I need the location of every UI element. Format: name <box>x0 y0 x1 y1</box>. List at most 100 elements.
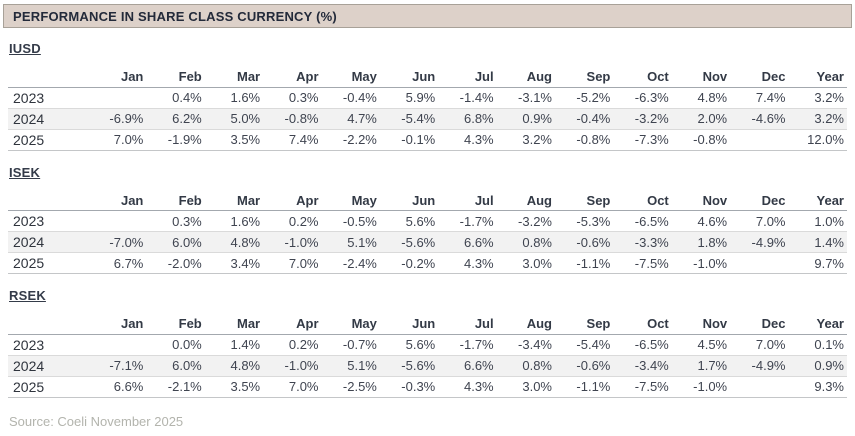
column-header-jul: Jul <box>438 190 497 211</box>
value-cell: -0.7% <box>321 334 380 356</box>
value-cell <box>88 87 147 109</box>
year-label: 2024 <box>8 108 88 130</box>
value-cell: -0.8% <box>555 129 614 151</box>
value-cell: -0.6% <box>555 355 614 377</box>
value-cell: 4.6% <box>671 210 731 232</box>
value-cell <box>730 376 789 398</box>
value-cell: -6.9% <box>88 108 147 130</box>
column-header-oct: Oct <box>613 67 672 88</box>
column-header-nov: Nov <box>671 67 731 88</box>
value-cell: 0.8% <box>496 231 555 253</box>
value-cell: -2.2% <box>321 129 380 151</box>
value-cell: -5.6% <box>379 231 439 253</box>
value-cell: -1.0% <box>671 252 731 274</box>
value-cell: -1.7% <box>438 210 497 232</box>
value-cell: -6.5% <box>613 210 672 232</box>
column-header-jun: Jun <box>379 67 439 88</box>
column-header-feb: Feb <box>146 67 205 88</box>
value-cell: 1.4% <box>788 231 847 253</box>
column-header-row: Jan Feb Mar Apr May Jun Jul Aug Sep Oct Nov Dec Year <box>8 190 847 211</box>
value-cell: 2.0% <box>671 108 731 130</box>
value-cell: 4.3% <box>438 376 497 398</box>
value-cell: -0.4% <box>321 87 380 109</box>
value-cell <box>88 334 147 356</box>
value-cell: 7.0% <box>263 252 322 274</box>
value-cell: -3.1% <box>496 87 555 109</box>
value-cell: 7.0% <box>263 376 322 398</box>
table-row: 2023 0.3% 1.6% 0.2% -0.5% 5.6% -1.7% -3.2% -5.3%… <box>8 210 847 232</box>
value-cell: 3.4% <box>204 252 264 274</box>
table-row: 2025 6.6% -2.1% 3.5% 7.0% -2.5% -0.3% 4.3% 3.0% -… <box>8 376 847 398</box>
column-header-mar: Mar <box>204 67 264 88</box>
value-cell: 9.7% <box>788 252 847 274</box>
value-cell: 12.0% <box>788 129 847 151</box>
value-cell: -3.2% <box>496 210 555 232</box>
performance-table: Jan Feb Mar Apr May Jun Jul Aug Sep Oct Nov Dec Year… <box>8 190 847 274</box>
share-class-label: RSEK <box>9 288 46 303</box>
value-cell: -7.3% <box>613 129 672 151</box>
value-cell: -5.3% <box>555 210 614 232</box>
value-cell: -2.4% <box>321 252 380 274</box>
value-cell: -0.1% <box>379 129 439 151</box>
value-cell: -7.5% <box>613 376 672 398</box>
share-class-section-iusd: IUSD Jan Feb Mar Apr May Jun Jul Aug Sep Oct Nov Dec… <box>0 40 855 151</box>
column-header-may: May <box>321 67 380 88</box>
value-cell: 4.3% <box>438 252 497 274</box>
sections: IUSD Jan Feb Mar Apr May Jun Jul Aug Sep Oct Nov Dec… <box>0 40 855 398</box>
column-header-mar: Mar <box>204 190 264 211</box>
source-note: Source: Coeli November 2025 <box>9 413 184 429</box>
share-class-label: ISEK <box>9 164 41 180</box>
column-header-sep: Sep <box>555 314 614 335</box>
value-cell: 7.0% <box>88 129 147 151</box>
value-cell: 9.3% <box>788 376 847 398</box>
row-label-header <box>8 314 88 335</box>
year-label: 2025 <box>8 252 88 274</box>
year-label: 2024 <box>8 231 88 253</box>
value-cell: 0.1% <box>788 334 847 356</box>
value-cell: 5.9% <box>379 87 439 109</box>
value-cell: 0.8% <box>496 355 555 377</box>
value-cell: 0.0% <box>146 334 205 356</box>
value-cell: -6.5% <box>613 334 672 356</box>
value-cell: 7.0% <box>730 210 789 232</box>
value-cell: 1.6% <box>204 210 264 232</box>
column-header-aug: Aug <box>496 67 555 88</box>
value-cell: 3.2% <box>788 87 847 109</box>
value-cell: -3.3% <box>613 231 672 253</box>
column-header-apr: Apr <box>263 67 322 88</box>
value-cell: -3.2% <box>613 108 672 130</box>
column-header-feb: Feb <box>146 314 205 335</box>
value-cell: 4.8% <box>671 87 731 109</box>
share-class-section-rsek: RSEK Jan Feb Mar Apr May Jun Jul Aug Sep Oct Nov Dec… <box>0 287 855 398</box>
year-label: 2024 <box>8 355 88 377</box>
value-cell: 6.0% <box>146 231 205 253</box>
value-cell: 0.9% <box>496 108 555 130</box>
value-cell: -7.5% <box>613 252 672 274</box>
value-cell: 4.8% <box>204 231 264 253</box>
column-header-jan: Jan <box>88 67 147 88</box>
value-cell: -7.0% <box>88 231 147 253</box>
column-header-row: Jan Feb Mar Apr May Jun Jul Aug Sep Oct Nov Dec Year <box>8 314 847 335</box>
value-cell: -0.3% <box>379 376 439 398</box>
column-header-dec: Dec <box>730 67 789 88</box>
value-cell: 1.6% <box>204 87 264 109</box>
value-cell: 3.0% <box>496 376 555 398</box>
table-row: 2023 0.4% 1.6% 0.3% -0.4% 5.9% -1.4% -3.1% -5.2%… <box>8 87 847 109</box>
value-cell: 1.8% <box>671 231 731 253</box>
value-cell: -2.5% <box>321 376 380 398</box>
value-cell <box>730 129 789 151</box>
value-cell: 5.1% <box>321 355 380 377</box>
column-header-oct: Oct <box>613 314 672 335</box>
year-label: 2025 <box>8 129 88 151</box>
value-cell: 4.5% <box>671 334 731 356</box>
value-cell: 0.3% <box>146 210 205 232</box>
column-header-sep: Sep <box>555 67 614 88</box>
column-header-sep: Sep <box>555 190 614 211</box>
table-row: 2024 -7.1% 6.0% 4.8% -1.0% 5.1% -5.6% 6.6% 0.8% -… <box>8 355 847 377</box>
value-cell: -1.9% <box>146 129 205 151</box>
column-header-jan: Jan <box>88 314 147 335</box>
table-row: 2024 -6.9% 6.2% 5.0% -0.8% 4.7% -5.4% 6.8% 0.9% -… <box>8 108 847 130</box>
year-label: 2023 <box>8 87 88 109</box>
value-cell: 5.6% <box>379 210 439 232</box>
value-cell: -6.3% <box>613 87 672 109</box>
